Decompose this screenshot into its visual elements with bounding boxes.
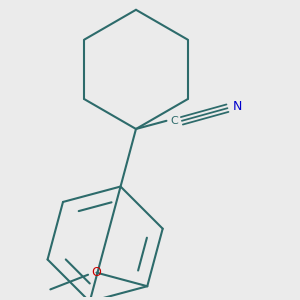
Text: C: C xyxy=(170,116,178,126)
Text: N: N xyxy=(233,100,242,112)
Text: O: O xyxy=(92,266,101,279)
